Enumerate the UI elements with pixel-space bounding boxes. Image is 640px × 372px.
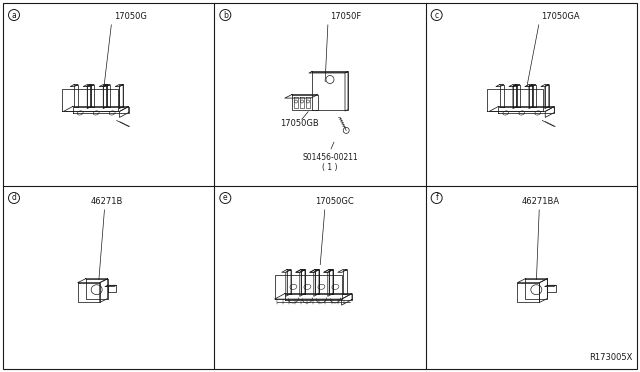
Text: S01456-00211
( 1 ): S01456-00211 ( 1 )	[302, 153, 358, 172]
Text: a: a	[12, 10, 17, 19]
Text: 17050G: 17050G	[114, 12, 147, 21]
Text: 46271B: 46271B	[91, 197, 123, 206]
Text: 17050F: 17050F	[330, 12, 361, 21]
Text: 17050GB: 17050GB	[280, 119, 319, 128]
Text: e: e	[223, 193, 228, 202]
Text: f: f	[435, 193, 438, 202]
Text: 46271BA: 46271BA	[522, 197, 559, 206]
Text: d: d	[12, 193, 17, 202]
Text: b: b	[223, 10, 228, 19]
Text: c: c	[435, 10, 439, 19]
Text: 17050GC: 17050GC	[315, 197, 354, 206]
Text: 17050GA: 17050GA	[541, 12, 580, 21]
Text: R173005X: R173005X	[589, 353, 632, 362]
